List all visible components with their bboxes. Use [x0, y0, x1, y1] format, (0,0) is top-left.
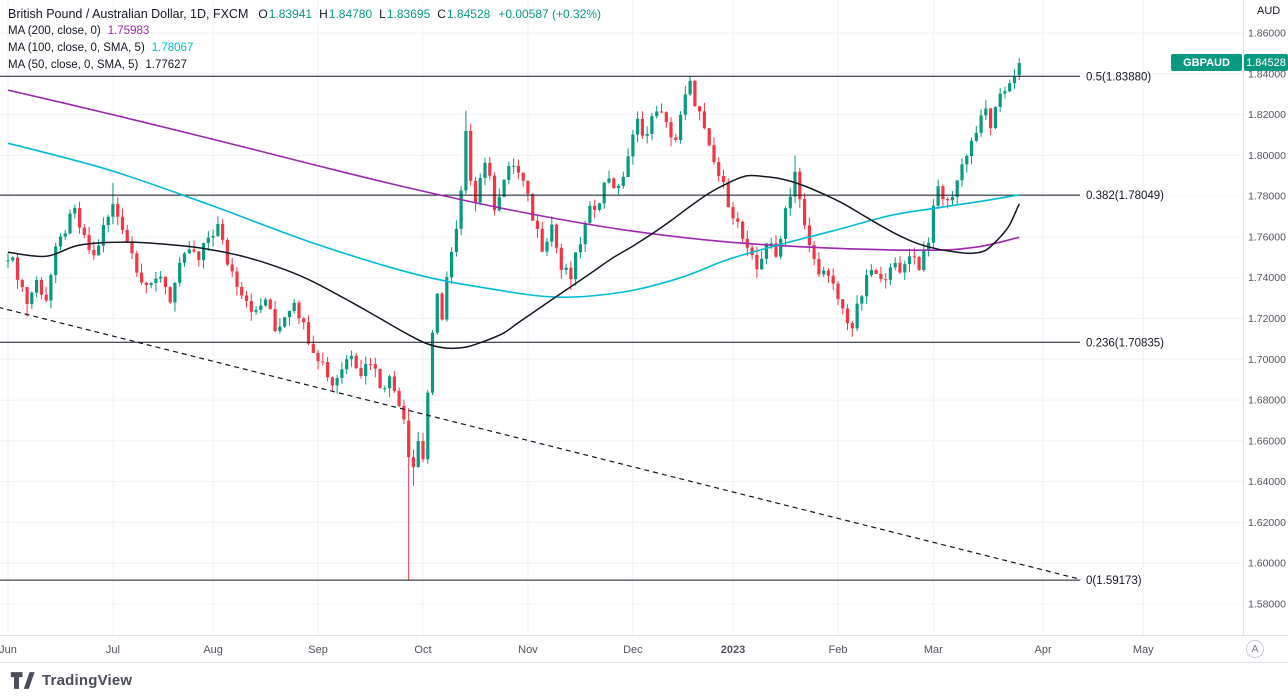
tradingview-logo-link[interactable]: TradingView [10, 670, 132, 691]
month-tick-label: Mar [924, 644, 943, 656]
indicator-label: MA (50, close, 0, SMA, 5) [8, 58, 139, 71]
fib-level-label[interactable]: 0.382(1.78049) [1086, 190, 1164, 202]
ma50-line [7, 174, 1020, 350]
month-tick-label: 2023 [721, 644, 745, 656]
attribution-bar: TradingView [0, 662, 1288, 698]
fib-level-label[interactable]: 0.236(1.70835) [1086, 337, 1164, 349]
open-label: O [258, 6, 268, 21]
indicator-label: MA (200, close, 0) [8, 24, 101, 37]
time-axis[interactable]: Jun Jul Aug Sep Oct Nov Dec 2023 Feb Mar Apr May [0, 635, 1288, 657]
indicator-legend-ma50[interactable]: MA (50, close, 0, SMA, 5) 1.77627 [8, 56, 601, 73]
chart-grid [0, 0, 1243, 635]
low-label: L [379, 6, 386, 21]
month-tick-label: May [1133, 644, 1154, 656]
moving-average-lines [7, 89, 1020, 350]
candlestick-series [6, 57, 1021, 581]
month-tick-label: Nov [518, 644, 538, 656]
high-value: 1.84780 [328, 6, 373, 21]
last-price-value: 1.84528 [1244, 54, 1288, 71]
month-tick-label: Feb [828, 644, 847, 656]
indicator-value: 1.78067 [151, 41, 194, 54]
price-tick-label: 1.84000 [1248, 68, 1286, 80]
indicator-legend-ma200[interactable]: MA (200, close, 0) 1.75983 [8, 22, 601, 39]
price-tick-label: 1.76000 [1248, 231, 1286, 243]
ohlc-values: O 1.83941 H 1.84780 L 1.83695 C 1.84528 +0.0… [258, 7, 601, 21]
close-label: C [437, 6, 446, 21]
price-tick-label: 1.86000 [1248, 28, 1286, 40]
open-value: 1.83941 [268, 6, 313, 21]
symbol-name-tag: GBPAUD [1171, 54, 1242, 71]
price-tick-label: 1.78000 [1248, 191, 1286, 203]
close-value: 1.84528 [446, 6, 491, 21]
ma100-line [7, 142, 1020, 299]
axis-auto-button[interactable]: A [1246, 640, 1264, 658]
month-tick-label: Sep [308, 644, 328, 656]
tradingview-logo-icon [10, 672, 35, 689]
symbol-info-row[interactable]: British Pound / Australian Dollar, 1D, F… [8, 5, 601, 22]
fib-level-label[interactable]: 0.5(1.83880) [1086, 71, 1151, 83]
change-value: +0.00587 (+0.32%) [498, 6, 602, 21]
currency-label: AUD [1257, 5, 1280, 17]
symbol-title[interactable]: British Pound / Australian Dollar, 1D, F… [8, 6, 249, 21]
price-axis[interactable]: AUD 1.86000 1.84000 1.82000 1.80000 1.78000 1.… [1243, 0, 1287, 635]
tradingview-wordmark: TradingView [42, 672, 133, 689]
price-tick-label: 1.66000 [1248, 435, 1286, 447]
month-tick-label: Oct [414, 644, 431, 656]
month-tick-label: Apr [1035, 644, 1052, 656]
price-tick-label: 1.60000 [1248, 558, 1286, 570]
indicator-value: 1.75983 [107, 24, 150, 37]
fib-retracement-tool[interactable]: 0.5(1.83880) 0.382(1.78049) 0.236(1.70835)… [0, 71, 1164, 587]
trendline-dashed[interactable] [0, 307, 1082, 581]
price-tick-label: 1.72000 [1248, 313, 1286, 325]
high-label: H [319, 6, 328, 21]
indicator-value: 1.77627 [145, 58, 187, 71]
price-tick-label: 1.70000 [1248, 354, 1286, 366]
month-tick-label: Dec [623, 644, 643, 656]
price-tick-label: 1.82000 [1248, 109, 1286, 121]
month-tick-label: Aug [203, 644, 223, 656]
price-chart[interactable]: 0.5(1.83880) 0.382(1.78049) 0.236(1.70835)… [0, 0, 1288, 662]
indicator-legend-ma100[interactable]: MA (100, close, 0, SMA, 5) 1.78067 [8, 39, 601, 56]
month-tick-label: Jul [106, 644, 120, 656]
ma200-line [7, 89, 1020, 252]
indicator-label: MA (100, close, 0, SMA, 5) [8, 41, 145, 54]
price-tick-label: 1.80000 [1248, 150, 1286, 162]
price-tick-label: 1.74000 [1248, 272, 1286, 284]
price-tick-label: 1.58000 [1248, 599, 1286, 611]
price-tick-label: 1.68000 [1248, 395, 1286, 407]
price-tick-label: 1.64000 [1248, 476, 1286, 488]
low-value: 1.83695 [386, 6, 431, 21]
month-tick-label: Jun [0, 644, 17, 656]
last-price-badge: GBPAUD 1.84528 [1171, 54, 1288, 71]
chart-legend: British Pound / Australian Dollar, 1D, F… [8, 5, 601, 73]
price-tick-label: 1.62000 [1248, 517, 1286, 529]
fib-level-label[interactable]: 0(1.59173) [1086, 575, 1142, 587]
